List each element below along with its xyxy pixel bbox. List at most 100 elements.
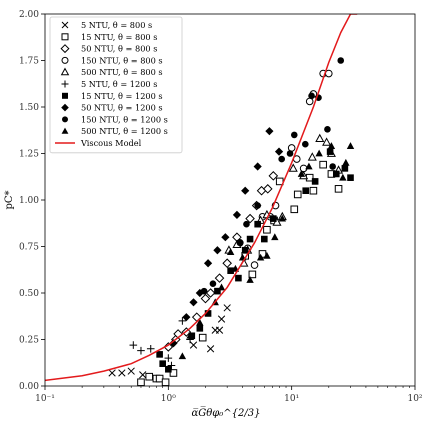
data-point: [215, 326, 224, 334]
data-point: [189, 298, 198, 307]
data-point: [262, 184, 273, 194]
data-point: [236, 239, 244, 247]
series-6: [129, 317, 194, 370]
data-point: [118, 369, 126, 377]
data-point: [200, 293, 211, 304]
legend-marker: [60, 67, 70, 76]
legend-marker: [61, 103, 69, 112]
data-point: [139, 371, 147, 379]
data-point: [246, 276, 254, 283]
legend-marker: [61, 21, 69, 29]
data-point: [163, 342, 174, 352]
data-point: [200, 287, 208, 295]
data-point: [261, 235, 268, 243]
plot-area: [45, 14, 358, 387]
data-point: [342, 158, 350, 166]
data-point: [222, 258, 232, 269]
data-point: [214, 287, 221, 295]
y-tick-label: 1.00: [19, 196, 39, 206]
data-point: [213, 246, 222, 255]
data-point: [302, 140, 309, 148]
legend-label: 150 NTU, θ = 1200 s: [81, 114, 168, 124]
data-point: [315, 133, 325, 143]
data-point: [203, 259, 213, 268]
model-curve: [45, 14, 358, 382]
data-point: [205, 288, 216, 298]
y-tick-label: 0.50: [19, 289, 39, 299]
legend-label: 150 NTU, θ = 800 s: [81, 55, 163, 65]
data-point: [263, 225, 271, 234]
data-point: [178, 317, 187, 325]
data-point: [278, 214, 287, 222]
x-tick-label: 10¹: [284, 394, 299, 404]
legend-marker: [61, 127, 69, 134]
data-point: [308, 92, 315, 100]
data-point: [245, 213, 255, 224]
data-point: [302, 187, 310, 194]
data-point: [248, 270, 257, 279]
data-point: [246, 235, 254, 243]
data-point: [217, 315, 226, 323]
data-point: [217, 283, 226, 291]
data-point: [226, 248, 235, 255]
data-point: [311, 178, 319, 185]
data-point: [223, 304, 231, 312]
data-point: [297, 170, 306, 177]
legend-marker: [61, 56, 69, 64]
y-tick-label: 1.25: [19, 150, 39, 160]
data-point: [250, 261, 259, 269]
data-point: [278, 155, 285, 163]
data-point: [196, 318, 204, 326]
data-point: [182, 313, 191, 322]
data-point: [265, 127, 274, 136]
series-8: [169, 127, 284, 348]
data-point: [256, 253, 265, 261]
y-tick-label: 2.00: [19, 10, 39, 20]
data-point: [165, 365, 172, 373]
data-point: [156, 351, 163, 358]
legend-marker: [60, 44, 70, 54]
data-point: [178, 352, 187, 360]
data-point: [346, 142, 355, 149]
data-point: [241, 186, 250, 195]
data-point: [322, 137, 332, 146]
data-point: [319, 160, 327, 169]
data-point: [270, 215, 277, 222]
series-1: [108, 304, 231, 379]
legend-label: 50 NTU, θ = 800 s: [81, 44, 157, 54]
x-tick-label: 10⁰: [161, 394, 176, 404]
data-point: [204, 310, 212, 317]
x-axis-label: α̅G̅θφ₀^{2/3}: [192, 407, 261, 419]
series-5: [224, 133, 344, 267]
data-point: [290, 131, 298, 139]
data-point: [129, 341, 138, 349]
data-point: [307, 152, 317, 161]
legend-label: 15 NTU, θ = 1200 s: [81, 91, 163, 101]
legend-label: 15 NTU, θ = 800 s: [81, 32, 157, 42]
data-point: [189, 341, 198, 349]
legend-label: 5 NTU, θ = 1200 s: [81, 79, 157, 89]
data-point: [206, 345, 215, 353]
data-point: [198, 333, 207, 342]
data-point: [332, 170, 340, 178]
y-tick-label: 0.00: [19, 382, 39, 392]
data-point: [164, 354, 173, 362]
data-point: [327, 142, 336, 149]
y-tick-label: 1.50: [19, 103, 39, 113]
data-point: [324, 126, 331, 133]
data-point: [159, 360, 166, 367]
data-point: [169, 339, 178, 348]
data-point: [243, 220, 250, 228]
legend-label: 500 NTU, θ = 800 s: [81, 67, 163, 77]
data-point: [305, 162, 313, 170]
data-point: [186, 331, 194, 339]
data-point: [315, 149, 323, 157]
data-point: [293, 190, 302, 199]
y-axis-label: pC*: [4, 190, 15, 209]
data-point: [235, 274, 242, 282]
data-point: [214, 273, 225, 283]
data-point: [326, 148, 334, 155]
legend-marker: [62, 116, 68, 123]
